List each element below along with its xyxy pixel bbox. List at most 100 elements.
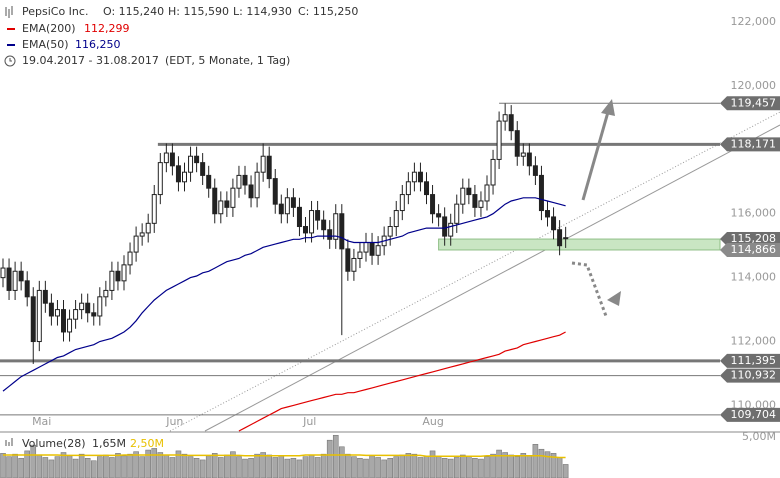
volume-bar	[405, 453, 412, 478]
volume-bar	[417, 457, 424, 478]
support-zone	[438, 238, 721, 251]
y-tick-label: 116,000	[731, 207, 777, 220]
volume-bar	[36, 454, 43, 478]
volume-bar	[399, 454, 406, 478]
volume-bar	[411, 453, 418, 478]
arrow-dotted	[571, 261, 608, 317]
candle-body	[490, 158, 496, 186]
candle-body	[12, 270, 18, 291]
volume-bar	[496, 449, 502, 478]
candle-body	[508, 114, 514, 132]
x-tick-label: Mai	[32, 415, 51, 428]
y-tick-label: 120,000	[731, 79, 777, 92]
candle-body	[42, 289, 48, 304]
candle-body	[520, 152, 526, 157]
arrow-up	[581, 111, 610, 201]
candle-body	[296, 206, 302, 228]
volume-bar	[296, 459, 303, 478]
candle-body	[248, 184, 254, 199]
volume-bar	[236, 456, 242, 478]
candle-body	[466, 187, 472, 196]
ema-line	[2, 197, 566, 392]
candle-body	[85, 302, 91, 314]
candle-body	[514, 130, 520, 157]
volume-bar	[103, 454, 109, 478]
candle-body	[284, 197, 290, 215]
volume-ma-line	[3, 454, 566, 459]
candle-body	[24, 280, 30, 298]
legend-name: EMA(200)	[22, 22, 76, 35]
volume-bar	[187, 456, 194, 478]
candle-body	[266, 155, 272, 180]
candle-body	[502, 114, 508, 122]
candle-body	[6, 267, 12, 291]
volume-bar	[230, 451, 236, 478]
candle-body	[121, 264, 127, 282]
volume-bar	[459, 454, 466, 478]
volume-bar	[109, 457, 115, 478]
volume-bar	[532, 444, 539, 478]
volume-bar	[381, 459, 387, 478]
ohlc-text: L: 114,930	[233, 5, 292, 18]
candle-body	[303, 226, 308, 234]
volume-bar	[60, 452, 67, 478]
volume-bar	[266, 454, 273, 478]
volume-bar	[272, 457, 279, 478]
candle-body	[272, 178, 278, 205]
volume-bar	[302, 456, 309, 478]
price-label-box	[720, 368, 780, 383]
volume-bar	[181, 453, 188, 478]
price-label-box	[720, 232, 780, 247]
candle-body	[194, 155, 200, 164]
candle-body	[36, 289, 42, 343]
legend-name: EMA(50)	[22, 38, 69, 51]
volume-bar	[290, 457, 297, 478]
candle-body	[0, 267, 6, 279]
candle-body	[290, 197, 296, 208]
price-label: 115,208	[731, 232, 777, 245]
candle-body	[315, 210, 321, 221]
volume-bar	[466, 456, 472, 478]
candle-body	[526, 152, 532, 167]
period: 19.04.2017 - 31.08.2017	[22, 54, 159, 67]
y-tick-label: 122,000	[731, 15, 777, 28]
candle-body	[145, 222, 151, 234]
candle-body	[411, 171, 417, 183]
volume-bar	[423, 455, 430, 478]
volume-bar	[6, 456, 12, 478]
candle-body	[454, 203, 460, 224]
volume-bar	[538, 448, 545, 478]
volume-bar	[278, 455, 285, 478]
volume-bar	[90, 460, 97, 478]
price-label-box	[720, 407, 780, 422]
candle-body	[91, 312, 97, 317]
candle-body	[496, 120, 502, 160]
volume-bar	[84, 457, 91, 478]
candle-body	[218, 200, 224, 215]
volume-bar	[139, 456, 145, 478]
candle-body	[393, 210, 399, 228]
volume-bar	[133, 451, 139, 478]
candle-body	[97, 296, 103, 317]
volume-bar	[163, 454, 170, 478]
volume-bar	[97, 456, 103, 478]
volume-tick-label: 5,00M	[742, 430, 776, 443]
price-label: 119,457	[731, 96, 777, 109]
candle-body	[557, 229, 563, 247]
volume-bar	[435, 456, 442, 478]
candle-body	[182, 171, 187, 183]
volume-bar	[42, 457, 49, 478]
candle-body	[212, 187, 218, 215]
candle-body	[127, 251, 133, 266]
price-label-box	[720, 137, 780, 152]
volume-bar	[115, 453, 121, 478]
price-label-box	[720, 96, 780, 111]
candle-body	[175, 165, 181, 183]
volume-bar	[30, 444, 37, 478]
candle-body	[538, 174, 544, 212]
candle-body	[399, 194, 405, 212]
candle-body	[545, 210, 550, 218]
candle-body	[200, 162, 206, 176]
candle-body	[442, 216, 448, 237]
